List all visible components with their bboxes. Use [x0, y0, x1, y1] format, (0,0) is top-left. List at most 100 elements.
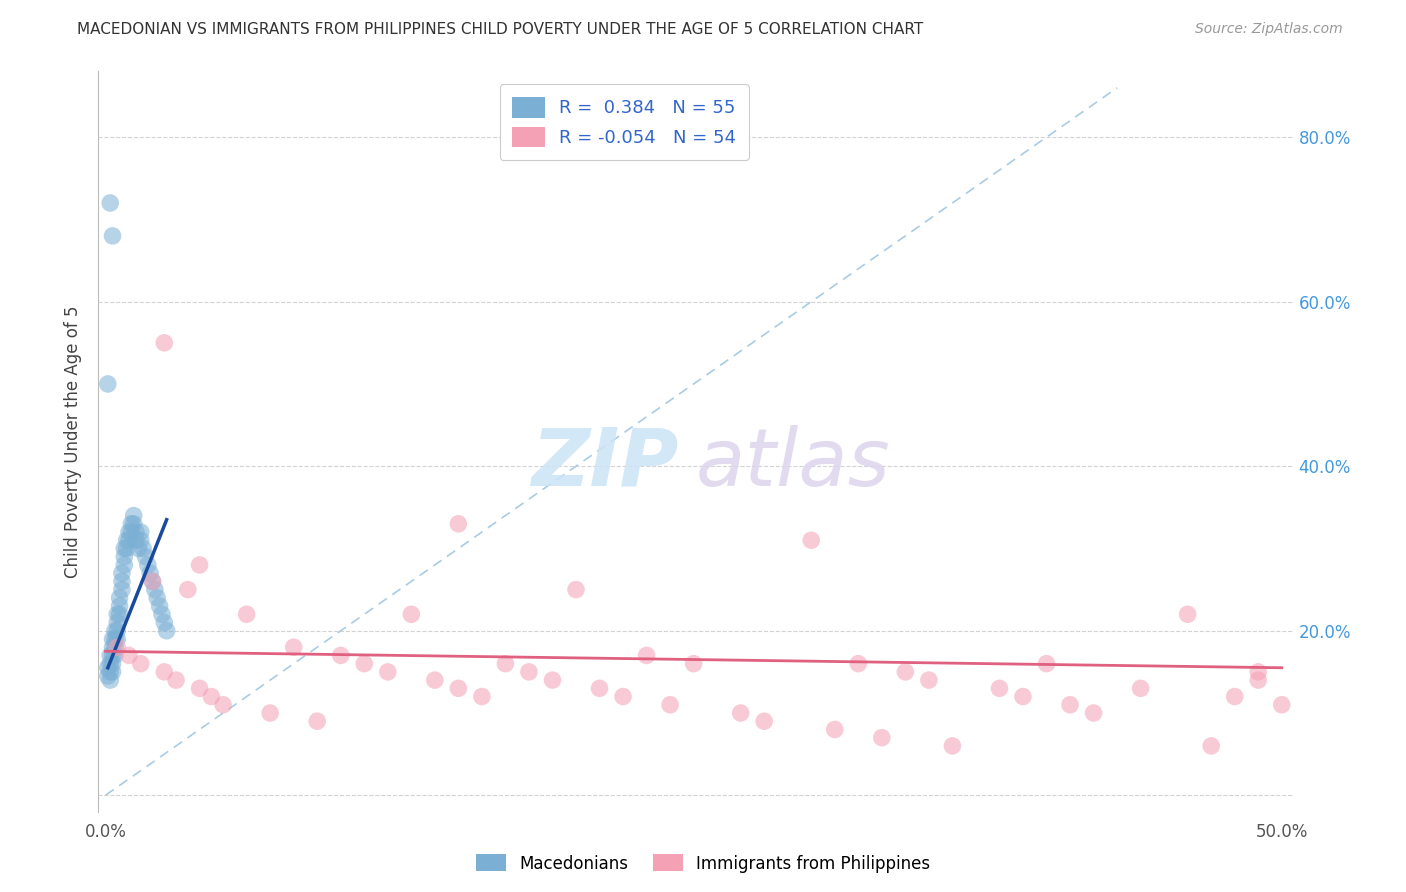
Point	[1271, 698, 1294, 712]
Point	[754, 714, 776, 729]
Point	[153, 615, 176, 630]
Text: Source: ZipAtlas.com: Source: ZipAtlas.com	[1195, 22, 1343, 37]
Point	[1083, 706, 1105, 720]
Point	[115, 541, 138, 556]
Point	[111, 582, 134, 597]
Point	[988, 681, 1011, 696]
Point	[1247, 665, 1270, 679]
Text: atlas: atlas	[696, 425, 891, 503]
Point	[156, 624, 179, 638]
Point	[115, 533, 138, 548]
Point	[447, 516, 470, 531]
Point	[118, 648, 141, 663]
Point	[494, 657, 516, 671]
Point	[146, 591, 169, 605]
Point	[97, 376, 120, 391]
Point	[870, 731, 893, 745]
Point	[177, 582, 200, 597]
Point	[129, 533, 152, 548]
Point	[139, 566, 162, 581]
Point	[101, 665, 124, 679]
Point	[125, 524, 148, 539]
Point	[98, 196, 121, 211]
Point	[150, 607, 173, 622]
Point	[1129, 681, 1152, 696]
Point	[105, 624, 128, 638]
Point	[105, 640, 128, 655]
Point	[1012, 690, 1035, 704]
Point	[108, 599, 131, 613]
Point	[104, 632, 127, 646]
Text: MACEDONIAN VS IMMIGRANTS FROM PHILIPPINES CHILD POVERTY UNDER THE AGE OF 5 CORRE: MACEDONIAN VS IMMIGRANTS FROM PHILIPPINE…	[77, 22, 924, 37]
Point	[1247, 673, 1270, 687]
Point	[112, 549, 135, 564]
Text: ZIP: ZIP	[530, 425, 678, 503]
Point	[730, 706, 752, 720]
Legend: Macedonians, Immigrants from Philippines: Macedonians, Immigrants from Philippines	[470, 847, 936, 880]
Point	[120, 516, 142, 531]
Point	[682, 657, 704, 671]
Point	[98, 657, 121, 671]
Point	[283, 640, 305, 655]
Point	[122, 508, 145, 523]
Point	[800, 533, 823, 548]
Point	[235, 607, 257, 622]
Point	[447, 681, 470, 696]
Point	[141, 574, 163, 589]
Point	[101, 657, 124, 671]
Point	[111, 566, 134, 581]
Point	[143, 582, 166, 597]
Point	[941, 739, 963, 753]
Point	[1035, 657, 1057, 671]
Point	[108, 591, 131, 605]
Point	[118, 533, 141, 548]
Point	[200, 690, 222, 704]
Point	[153, 335, 176, 350]
Point	[125, 533, 148, 548]
Point	[636, 648, 658, 663]
Point	[97, 661, 120, 675]
Point	[588, 681, 610, 696]
Point	[112, 541, 135, 556]
Point	[307, 714, 329, 729]
Point	[129, 524, 152, 539]
Point	[105, 615, 128, 630]
Point	[846, 657, 869, 671]
Point	[165, 673, 187, 687]
Point	[134, 549, 156, 564]
Point	[98, 665, 121, 679]
Point	[104, 640, 127, 655]
Y-axis label: Child Poverty Under the Age of 5: Child Poverty Under the Age of 5	[65, 305, 83, 578]
Point	[565, 582, 588, 597]
Point	[120, 524, 142, 539]
Point	[423, 673, 446, 687]
Point	[541, 673, 564, 687]
Legend: R =  0.384   N = 55, R = -0.054   N = 54: R = 0.384 N = 55, R = -0.054 N = 54	[499, 84, 749, 160]
Point	[112, 558, 135, 572]
Point	[104, 624, 127, 638]
Point	[127, 541, 149, 556]
Point	[101, 632, 124, 646]
Point	[659, 698, 682, 712]
Point	[129, 657, 152, 671]
Point	[401, 607, 423, 622]
Point	[118, 524, 141, 539]
Point	[101, 640, 124, 655]
Point	[111, 574, 134, 589]
Point	[918, 673, 941, 687]
Point	[894, 665, 917, 679]
Point	[188, 681, 211, 696]
Point	[98, 648, 121, 663]
Point	[101, 648, 124, 663]
Point	[1177, 607, 1199, 622]
Point	[132, 541, 155, 556]
Point	[104, 648, 127, 663]
Point	[97, 669, 120, 683]
Point	[259, 706, 281, 720]
Point	[1059, 698, 1081, 712]
Point	[149, 599, 172, 613]
Point	[212, 698, 235, 712]
Point	[612, 690, 634, 704]
Point	[517, 665, 540, 679]
Point	[105, 607, 128, 622]
